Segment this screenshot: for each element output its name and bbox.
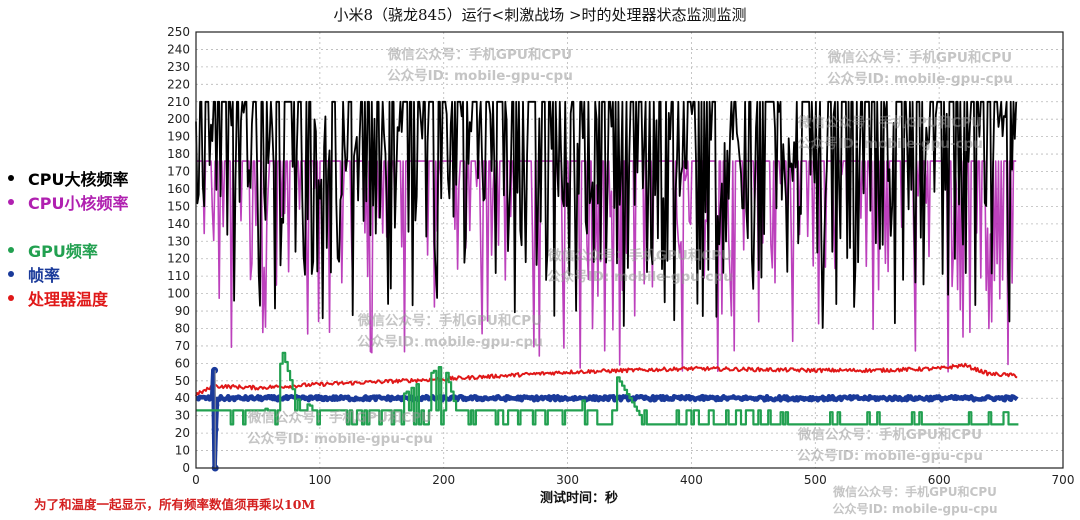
x-tick-label: 600 <box>928 473 951 487</box>
y-tick-label: 60 <box>175 356 190 370</box>
x-tick-label: 200 <box>432 473 455 487</box>
y-tick-label: 200 <box>167 112 190 126</box>
y-tick-label: 10 <box>175 444 190 458</box>
y-tick-label: 0 <box>182 461 190 475</box>
series-fps <box>194 368 1019 471</box>
legend-item-cpu-big: CPU大核频率 <box>8 166 128 190</box>
x-tick-label: 700 <box>1052 473 1075 487</box>
x-axis-label: 测试时间：秒 <box>540 491 619 506</box>
x-tick-label: 400 <box>680 473 703 487</box>
legend-label: 帧率 <box>28 266 61 285</box>
chart-title: 小米8（骁龙845）运行<刺激战场 >时的处理器状态监测监测 <box>333 6 747 24</box>
y-tick-label: 130 <box>167 234 190 248</box>
y-tick-label: 110 <box>167 269 190 283</box>
y-tick-label: 20 <box>175 426 190 440</box>
legend-item-temperature: 处理器温度 <box>8 286 128 310</box>
y-tick-label: 150 <box>167 199 190 213</box>
y-tick-label: 100 <box>167 287 190 301</box>
y-tick-label: 30 <box>175 409 190 423</box>
bullet-icon <box>8 199 14 205</box>
y-tick-label: 230 <box>167 60 190 74</box>
legend-label: 处理器温度 <box>28 290 109 309</box>
legend: CPU大核频率 CPU小核频率 GPU频率 帧率 处理器温度 <box>8 166 128 310</box>
plot-frame <box>195 31 1064 469</box>
y-tick-label: 50 <box>175 374 190 388</box>
y-tick-label: 250 <box>167 25 190 39</box>
y-tick-label: 170 <box>167 165 190 179</box>
y-tick-label: 240 <box>167 42 190 56</box>
y-tick-label: 160 <box>167 182 190 196</box>
bullet-icon <box>8 247 14 253</box>
legend-item-gpu: GPU频率 <box>8 238 128 262</box>
bullet-icon <box>8 271 14 277</box>
y-tick-label: 40 <box>175 391 190 405</box>
footnote: 为了和温度一起显示，所有频率数值须再乘以10M <box>34 497 316 512</box>
y-tick-label: 90 <box>175 304 190 318</box>
legend-label: CPU大核频率 <box>28 170 129 189</box>
y-tick-label: 220 <box>167 77 190 91</box>
series-cpu-big <box>195 100 1018 329</box>
bullet-icon <box>8 295 14 301</box>
series-gpu <box>196 351 1019 426</box>
legend-item-fps: 帧率 <box>8 262 128 286</box>
y-tick-label: 80 <box>175 321 190 335</box>
y-tick-label: 190 <box>167 130 190 144</box>
y-tick-label: 140 <box>167 217 190 231</box>
legend-item-cpu-little: CPU小核频率 <box>8 190 128 214</box>
y-tick-label: 70 <box>175 339 190 353</box>
x-tick-label: 0 <box>192 473 200 487</box>
x-tick-label: 100 <box>308 473 331 487</box>
x-tick-label: 300 <box>556 473 579 487</box>
y-tick-label: 120 <box>167 252 190 266</box>
legend-label: CPU小核频率 <box>28 194 129 213</box>
y-tick-label: 210 <box>167 95 190 109</box>
series-temperature <box>195 362 1018 397</box>
x-tick-label: 500 <box>804 473 827 487</box>
legend-label: GPU频率 <box>28 242 98 261</box>
y-tick-label: 180 <box>167 147 190 161</box>
bullet-icon <box>8 175 14 181</box>
